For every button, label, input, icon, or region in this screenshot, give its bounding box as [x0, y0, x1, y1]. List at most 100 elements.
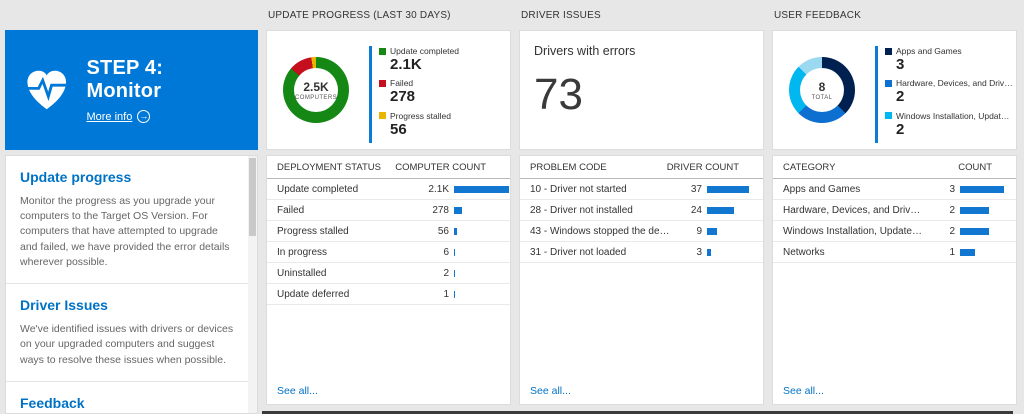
count-bar-track — [960, 206, 1016, 214]
update-progress-header: UPDATE PROGRESS (LAST 30 DAYS) — [268, 9, 451, 21]
step-4-monitor-tile[interactable]: STEP 4: Monitor More info → — [5, 30, 258, 150]
section-update-progress: Update progress Monitor the progress as … — [6, 156, 257, 285]
user-feedback-chart-card[interactable]: 8 TOTAL Apps and Games 3 Hardware, Devic… — [772, 30, 1017, 150]
column-header-deployment-status: DEPLOYMENT STATUS — [277, 161, 381, 173]
column-header-driver-count: DRIVER COUNT — [666, 161, 739, 173]
legend-item: Failed 278 — [379, 78, 507, 105]
driver-issues-column: DRIVER ISSUES Drivers with errors 73 PRO… — [519, 0, 764, 414]
see-all-link[interactable]: See all... — [530, 385, 571, 397]
donut-center: 8 TOTAL — [800, 68, 844, 112]
count-bar-track — [707, 185, 763, 193]
count-bar-track — [454, 290, 510, 298]
table-header-row: CATEGORY COUNT — [773, 156, 1016, 179]
section-driver-issues: Driver Issues We've identified issues wi… — [6, 284, 257, 382]
table-row[interactable]: Failed 278 — [267, 200, 510, 221]
count-bar-track — [454, 227, 510, 235]
scrollbar[interactable] — [248, 156, 257, 413]
donut-center-label: TOTAL — [811, 94, 833, 101]
table-row[interactable]: Update deferred 1 — [267, 284, 510, 305]
table-header-row: PROBLEM CODE DRIVER COUNT — [520, 156, 763, 179]
legend-item: Apps and Games 3 — [885, 46, 1013, 73]
count-bar — [707, 227, 717, 235]
drivers-with-errors-count: 73 — [534, 70, 583, 119]
section-feedback: Feedback Review the feedback submitted b… — [6, 382, 257, 413]
section-title: Update progress — [20, 169, 132, 185]
legend-swatch — [885, 47, 892, 55]
count-bar — [960, 227, 989, 235]
count-bar — [960, 206, 989, 214]
count-bar — [454, 290, 455, 298]
count-bar-track — [454, 269, 510, 277]
legend-item: Hardware, Devices, and Drivers 2 — [885, 78, 1013, 105]
user-feedback-column: USER FEEDBACK 8 TOTAL Apps and Games 3 H… — [772, 0, 1017, 414]
window-bottom-edge — [262, 411, 1013, 414]
driver-issues-table-card: PROBLEM CODE DRIVER COUNT 10 - Driver no… — [519, 155, 764, 405]
table-row[interactable]: Uninstalled 2 — [267, 263, 510, 284]
chart-legend: Apps and Games 3 Hardware, Devices, and … — [875, 46, 1013, 143]
update-progress-table-card: DEPLOYMENT STATUS COMPUTER COUNT Update … — [266, 155, 511, 405]
count-bar — [707, 185, 749, 193]
see-all-link[interactable]: See all... — [783, 385, 824, 397]
table-row[interactable]: Progress stalled 56 — [267, 221, 510, 242]
driver-issues-header: DRIVER ISSUES — [521, 9, 601, 21]
table-row[interactable]: Apps and Games 3 — [773, 179, 1016, 200]
table-row[interactable]: 10 - Driver not started 37 — [520, 179, 763, 200]
overview-column: STEP 4: Monitor More info → Update progr… — [5, 0, 258, 414]
section-title: Feedback — [20, 394, 85, 411]
count-bar-track — [960, 248, 1016, 256]
tile-text: STEP 4: Monitor More info → — [86, 57, 242, 123]
heart-pulse-icon — [24, 70, 70, 110]
count-bar — [707, 248, 711, 256]
table-row[interactable]: 31 - Driver not loaded 3 — [520, 242, 763, 263]
donut-center-value: 8 — [818, 79, 826, 94]
update-progress-donut-chart: 2.5K COMPUTERS — [283, 57, 349, 123]
table-row[interactable]: In progress 6 — [267, 242, 510, 263]
count-bar — [454, 185, 509, 193]
section-body: Monitor the progress as you upgrade your… — [20, 195, 230, 268]
count-bar-track — [707, 227, 763, 235]
user-feedback-table-card: CATEGORY COUNT Apps and Games 3 Hardware… — [772, 155, 1017, 405]
table-row[interactable]: Update completed 2.1K — [267, 179, 510, 200]
count-bar — [960, 248, 975, 256]
donut-center: 2.5K COMPUTERS — [294, 68, 338, 112]
more-info-row: More info → — [86, 110, 242, 123]
header-spacer — [5, 0, 258, 30]
legend-swatch — [379, 112, 386, 119]
legend-swatch — [885, 79, 892, 87]
count-bar-track — [454, 206, 510, 214]
tile-title: STEP 4: Monitor — [86, 57, 164, 102]
legend-item: Update completed 2.1K — [379, 46, 507, 73]
table-row[interactable]: Windows Installation, Update,... 2 — [773, 221, 1016, 242]
legend-item: Windows Installation, Update, and... 2 — [885, 111, 1013, 138]
column-header-problem-code: PROBLEM CODE — [530, 161, 607, 173]
summary-label: Drivers with errors — [534, 44, 636, 58]
legend-swatch — [379, 79, 386, 87]
column-header-count: COUNT — [958, 161, 992, 173]
more-info-link[interactable]: More info — [86, 110, 133, 123]
donut-center-value: 2.5K — [303, 79, 329, 94]
count-bar-track — [454, 248, 510, 256]
table-row[interactable]: Hardware, Devices, and Drivers 2 — [773, 200, 1016, 221]
count-bar — [454, 227, 457, 235]
table-row[interactable]: 43 - Windows stopped the devi... 9 — [520, 221, 763, 242]
count-bar-track — [960, 185, 1016, 193]
scrollbar-thumb[interactable] — [249, 158, 256, 236]
table-row[interactable]: Networks 1 — [773, 242, 1016, 263]
legend-swatch — [379, 47, 386, 55]
legend-swatch — [885, 112, 892, 119]
drivers-with-errors-card[interactable]: Drivers with errors 73 — [519, 30, 764, 150]
column-header-category: CATEGORY — [783, 161, 836, 173]
count-bar-track — [707, 248, 763, 256]
count-bar-track — [960, 227, 1016, 235]
chart-legend: Update completed 2.1K Failed 278 Progres… — [369, 46, 507, 143]
see-all-link[interactable]: See all... — [277, 385, 318, 397]
update-progress-chart-card[interactable]: 2.5K COMPUTERS Update completed 2.1K Fai… — [266, 30, 511, 150]
legend-item: Progress stalled 56 — [379, 111, 507, 138]
section-body: We've identified issues with drivers or … — [20, 323, 234, 366]
table-row[interactable]: 28 - Driver not installed 24 — [520, 200, 763, 221]
description-panel: Update progress Monitor the progress as … — [5, 155, 258, 414]
arrow-right-icon[interactable]: → — [137, 110, 151, 123]
count-bar — [960, 185, 1004, 193]
count-bar — [454, 248, 455, 256]
